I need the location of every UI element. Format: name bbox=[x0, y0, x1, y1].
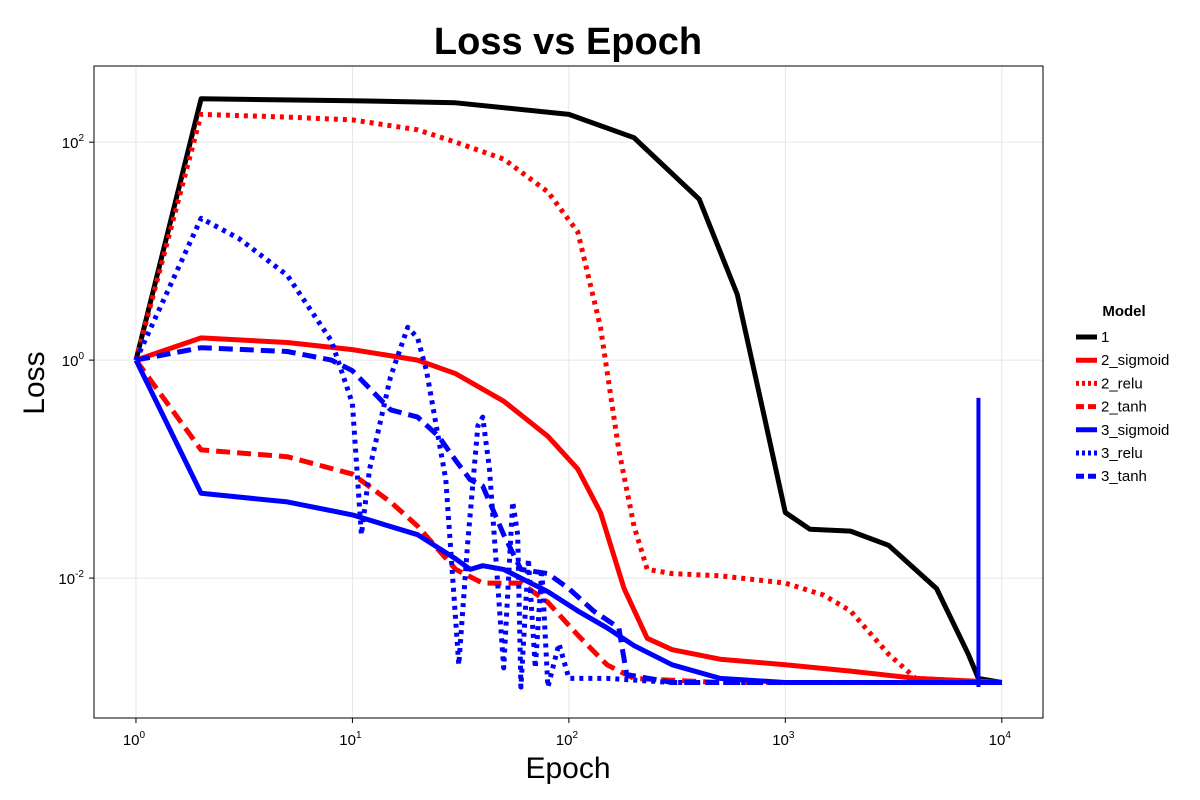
series-line-3-relu bbox=[133, 215, 1002, 690]
grid-lines bbox=[94, 66, 1043, 718]
legend: Model 1 2_sigmoid 2_relu 2_tanh 3_sigmoid 3_r… bbox=[1076, 303, 1169, 485]
legend-label: 3_relu bbox=[1101, 445, 1143, 462]
series-lines bbox=[133, 96, 1003, 690]
x-tick-label: 100 bbox=[123, 730, 146, 749]
legend-label: 3_tanh bbox=[1101, 468, 1147, 485]
series-line-3-sigmoid bbox=[133, 359, 1002, 685]
legend-item-2-sigmoid: 2_sigmoid bbox=[1076, 352, 1169, 369]
y-tick-label: 100 bbox=[62, 351, 85, 370]
series-line-2-sigmoid bbox=[135, 335, 1002, 685]
legend-title: Model bbox=[1102, 303, 1145, 320]
y-axis-label: Loss bbox=[18, 351, 51, 414]
axis-ticks: 100 101 102 103 104 10-2 100 102 bbox=[58, 133, 1011, 749]
legend-label: 2_sigmoid bbox=[1101, 352, 1169, 369]
x-tick-label: 104 bbox=[989, 730, 1012, 749]
legend-item-3-sigmoid: 3_sigmoid bbox=[1076, 422, 1169, 439]
legend-items: 1 2_sigmoid 2_relu 2_tanh 3_sigmoid 3_relu 3_t… bbox=[1076, 329, 1169, 485]
chart-title: Loss vs Epoch bbox=[434, 21, 702, 63]
legend-label: 2_relu bbox=[1101, 375, 1143, 392]
y-tick-label: 102 bbox=[62, 133, 85, 152]
x-tick-label: 103 bbox=[772, 730, 795, 749]
legend-item-3-relu: 3_relu bbox=[1076, 445, 1143, 462]
legend-item-2-relu: 2_relu bbox=[1076, 375, 1143, 392]
y-tick-label: 10-2 bbox=[58, 569, 84, 588]
legend-label: 2_tanh bbox=[1101, 399, 1147, 416]
series-line-3-tanh bbox=[135, 345, 1002, 685]
legend-label: 3_sigmoid bbox=[1101, 422, 1169, 439]
x-tick-label: 102 bbox=[556, 730, 579, 749]
x-tick-label: 101 bbox=[339, 730, 362, 749]
series-line-1 bbox=[133, 96, 1003, 685]
x-axis-label: Epoch bbox=[525, 752, 610, 785]
legend-item-1: 1 bbox=[1076, 329, 1109, 346]
legend-item-2-tanh: 2_tanh bbox=[1076, 399, 1147, 416]
legend-item-3-tanh: 3_tanh bbox=[1076, 468, 1147, 485]
legend-label: 1 bbox=[1101, 329, 1109, 346]
